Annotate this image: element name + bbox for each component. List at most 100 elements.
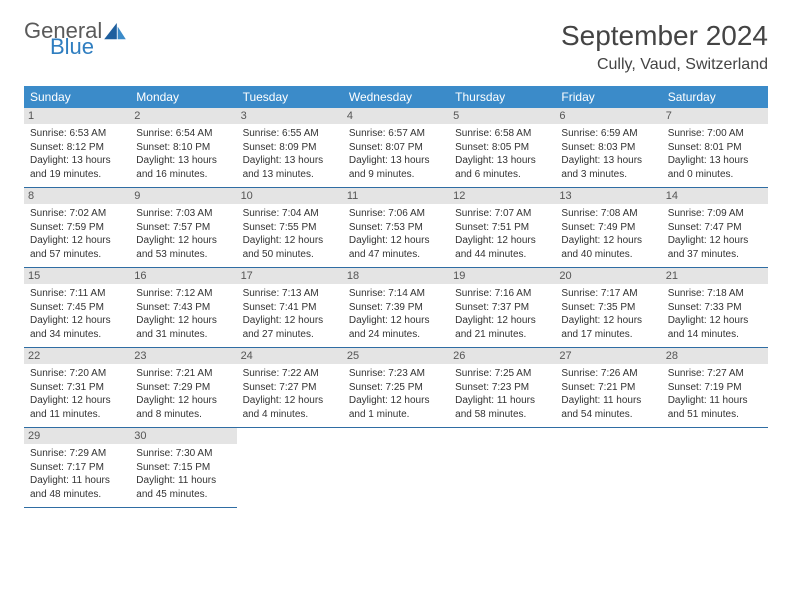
day-detail: Sunset: 7:29 PM <box>136 381 230 395</box>
day-detail: Daylight: 12 hours <box>455 314 549 328</box>
day-number: 10 <box>237 188 343 204</box>
day-of-week-row: Sunday Monday Tuesday Wednesday Thursday… <box>24 86 768 108</box>
day-detail: Daylight: 12 hours <box>455 234 549 248</box>
day-number: 29 <box>24 428 130 444</box>
day-number: 19 <box>449 268 555 284</box>
day-number: 5 <box>449 108 555 124</box>
day-detail: and 6 minutes. <box>455 168 549 182</box>
day-detail: Daylight: 12 hours <box>30 314 124 328</box>
day-detail: Sunset: 7:43 PM <box>136 301 230 315</box>
day-detail: Sunset: 7:47 PM <box>668 221 762 235</box>
day-detail: Sunrise: 7:07 AM <box>455 207 549 221</box>
day-detail: Sunset: 7:53 PM <box>349 221 443 235</box>
day-cell: 13Sunrise: 7:08 AMSunset: 7:49 PMDayligh… <box>555 188 661 268</box>
day-detail: Daylight: 13 hours <box>668 154 762 168</box>
day-detail: and 19 minutes. <box>30 168 124 182</box>
day-detail: Sunrise: 7:06 AM <box>349 207 443 221</box>
day-cell: 29Sunrise: 7:29 AMSunset: 7:17 PMDayligh… <box>24 428 130 508</box>
day-detail: Daylight: 12 hours <box>243 234 337 248</box>
day-cell: 12 Sunrise: 7:07 AMSunset: 7:51 PMDayligh… <box>449 188 555 268</box>
dow-label: Monday <box>130 86 236 108</box>
location-label: Cully, Vaud, Switzerland <box>561 56 768 74</box>
day-number: 14 <box>662 188 768 204</box>
day-detail: and 16 minutes. <box>136 168 230 182</box>
day-detail: and 51 minutes. <box>668 408 762 422</box>
empty-cell <box>237 428 343 508</box>
logo: General Blue <box>24 20 126 58</box>
day-detail: and 13 minutes. <box>243 168 337 182</box>
day-cell: 21Sunrise: 7:18 AMSunset: 7:33 PMDayligh… <box>662 268 768 348</box>
day-detail: Daylight: 13 hours <box>455 154 549 168</box>
day-detail: Daylight: 12 hours <box>243 394 337 408</box>
day-detail: Sunset: 7:51 PM <box>455 221 549 235</box>
day-detail: Daylight: 13 hours <box>136 154 230 168</box>
day-detail: Sunrise: 7:26 AM <box>561 367 655 381</box>
empty-cell <box>449 428 555 508</box>
dow-label: Thursday <box>449 86 555 108</box>
day-number: 24 <box>237 348 343 364</box>
day-number: 4 <box>343 108 449 124</box>
week-row: 8Sunrise: 7:02 AMSunset: 7:59 PMDaylight… <box>24 188 768 268</box>
day-detail: Sunrise: 6:59 AM <box>561 127 655 141</box>
day-number: 12 <box>449 188 555 204</box>
day-cell: 5Sunrise: 6:58 AMSunset: 8:05 PMDaylight… <box>449 108 555 188</box>
day-detail: and 17 minutes. <box>561 328 655 342</box>
page-title: September 2024 <box>561 20 768 52</box>
day-detail: Sunset: 7:19 PM <box>668 381 762 395</box>
header: General Blue September 2024 Cully, Vaud,… <box>24 20 768 74</box>
day-detail: Sunrise: 7:04 AM <box>243 207 337 221</box>
day-detail: and 40 minutes. <box>561 248 655 262</box>
day-number: 1 <box>24 108 130 124</box>
day-detail: Sunrise: 6:54 AM <box>136 127 230 141</box>
day-detail: and 44 minutes. <box>455 248 549 262</box>
day-cell: 3Sunrise: 6:55 AMSunset: 8:09 PMDaylight… <box>237 108 343 188</box>
day-detail: Daylight: 12 hours <box>349 394 443 408</box>
day-cell: 18Sunrise: 7:14 AMSunset: 7:39 PMDayligh… <box>343 268 449 348</box>
day-number: 6 <box>555 108 661 124</box>
day-detail: Sunset: 7:25 PM <box>349 381 443 395</box>
day-detail: Sunset: 7:27 PM <box>243 381 337 395</box>
day-detail: Sunset: 8:10 PM <box>136 141 230 155</box>
day-cell: 10Sunrise: 7:04 AMSunset: 7:55 PMDayligh… <box>237 188 343 268</box>
day-number: 28 <box>662 348 768 364</box>
day-detail: Daylight: 12 hours <box>668 234 762 248</box>
day-detail: Sunset: 7:23 PM <box>455 381 549 395</box>
logo-text-b: Blue <box>50 36 126 58</box>
day-detail: Sunrise: 7:02 AM <box>30 207 124 221</box>
day-detail: Sunrise: 7:17 AM <box>561 287 655 301</box>
day-detail: and 50 minutes. <box>243 248 337 262</box>
day-number: 21 <box>662 268 768 284</box>
day-detail: Sunset: 7:57 PM <box>136 221 230 235</box>
day-detail: and 45 minutes. <box>136 488 230 502</box>
dow-label: Wednesday <box>343 86 449 108</box>
day-detail: Sunrise: 7:13 AM <box>243 287 337 301</box>
day-detail: Sunset: 7:31 PM <box>30 381 124 395</box>
day-cell: 20Sunrise: 7:17 AMSunset: 7:35 PMDayligh… <box>555 268 661 348</box>
day-detail: Daylight: 12 hours <box>561 314 655 328</box>
day-cell: 9Sunrise: 7:03 AMSunset: 7:57 PMDaylight… <box>130 188 236 268</box>
day-detail: Daylight: 12 hours <box>30 234 124 248</box>
day-detail: Daylight: 11 hours <box>561 394 655 408</box>
day-number: 23 <box>130 348 236 364</box>
day-detail: Daylight: 12 hours <box>349 234 443 248</box>
empty-cell <box>662 428 768 508</box>
day-detail: Sunset: 7:33 PM <box>668 301 762 315</box>
day-detail: Daylight: 11 hours <box>30 474 124 488</box>
day-detail: and 4 minutes. <box>243 408 337 422</box>
day-number: 17 <box>237 268 343 284</box>
day-cell: 25Sunrise: 7:23 AMSunset: 7:25 PMDayligh… <box>343 348 449 428</box>
day-detail: Sunrise: 7:16 AM <box>455 287 549 301</box>
day-detail: Sunrise: 7:20 AM <box>30 367 124 381</box>
day-detail: Sunset: 7:15 PM <box>136 461 230 475</box>
day-detail: Daylight: 12 hours <box>243 314 337 328</box>
day-number: 15 <box>24 268 130 284</box>
day-detail: Sunrise: 6:53 AM <box>30 127 124 141</box>
day-number: 9 <box>130 188 236 204</box>
day-number: 30 <box>130 428 236 444</box>
day-detail: and 48 minutes. <box>30 488 124 502</box>
day-detail: Daylight: 13 hours <box>349 154 443 168</box>
day-number: 20 <box>555 268 661 284</box>
day-detail: Sunrise: 7:09 AM <box>668 207 762 221</box>
day-detail: Daylight: 13 hours <box>243 154 337 168</box>
week-row: 22Sunrise: 7:20 AMSunset: 7:31 PMDayligh… <box>24 348 768 428</box>
